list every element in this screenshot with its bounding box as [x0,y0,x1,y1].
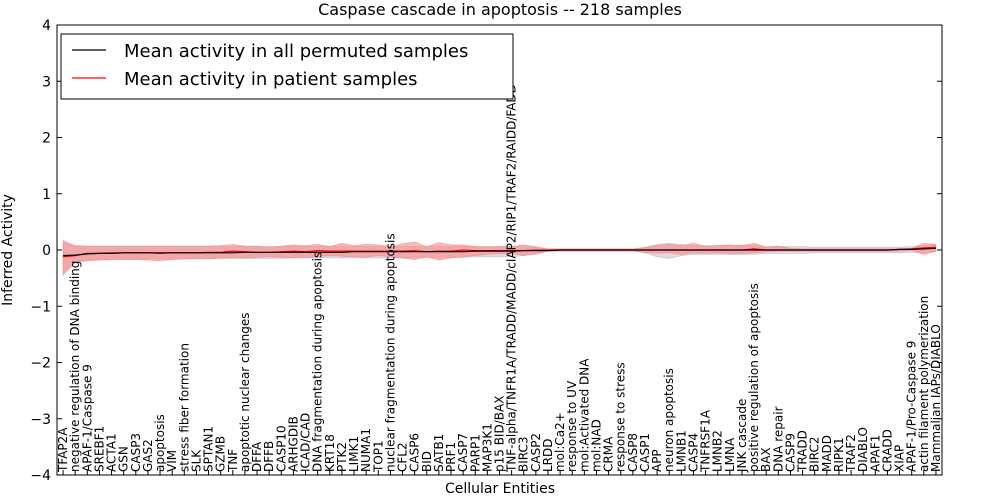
legend-box [60,33,514,100]
x-tick-label: DFFA [250,441,264,472]
y-axis: −4 −3 −2 −1 0 1 2 3 4 [30,18,942,484]
x-tick-label: MAP3K1 [480,423,494,472]
x-tick-label: apoptotic nuclear changes [238,313,252,472]
x-tick-label: APP [650,449,664,472]
x-tick-label: PRF1 [444,442,458,472]
x-tick-label: CRMA [602,436,616,472]
x-tick-label: CASP6 [408,433,422,472]
x-tick-label: JNK cascade [735,399,749,473]
x-tick-label: DFFB [262,441,276,472]
x-tick-label: LRDD [541,438,555,472]
y-tick-label: −4 [30,468,51,484]
x-tick-label: TRADD [796,430,810,473]
x-tick-label: DNA repair [771,406,785,472]
x-tick-label: CASP9 [783,433,797,472]
x-tick-label: KRT18 [323,434,337,472]
x-tick-label: TNFRSF1A [699,409,713,473]
x-tick-label: CASP3 [129,433,143,472]
x-tick-label: SREBF1 [92,426,106,472]
y-tick-label: 4 [42,18,51,34]
x-tick-label: nuclear fragmentation during apoptosis [383,233,397,472]
legend-label-permuted: Mean activity in all permuted samples [124,41,468,62]
y-tick-label: 0 [42,243,51,259]
x-tick-label: actin filament polymerization [917,296,931,472]
y-tick-label: −3 [30,412,51,428]
x-tick-label: stress fiber formation [177,343,191,472]
x-tick-label: MADD [820,435,834,472]
x-tick-label: DNA fragmentation during apoptosis [311,252,325,472]
y-tick-label: −1 [30,299,51,315]
x-tick-label: TRAF2 [844,434,858,473]
x-tick-label: CRADD [880,429,894,472]
x-tick-label: mol:NAD [589,419,603,472]
x-tick-label: BIRC2 [808,436,822,472]
x-tick-label: LMNA [723,437,737,472]
x-tick-label: positive regulation of apoptosis [747,283,761,472]
y-tick-label: 1 [42,187,51,203]
line-series-0 [63,247,936,257]
x-tick-label: TNF-alpha/TNFR1A/TRADD/MADD/cIAP2/RIP1/T… [505,84,519,473]
x-tick-label: DIABLO [856,427,870,472]
x-tick-label: BAX [759,447,773,472]
x-tick-label: ICAD/CAD [299,413,313,472]
x-tick-label: GZMB [214,436,228,472]
legend: Mean activity in all permuted samples Me… [60,33,514,100]
x-tick-label: ARHGDIB [286,416,300,472]
x-tick-label: SPTAN1 [202,426,216,472]
x-tick-label: response to stress [614,362,628,472]
y-tick-label: 2 [42,131,51,147]
x-tick-label: CASP2 [529,433,543,472]
x-tick-label: response to UV [565,380,579,472]
x-tick-label: CASP1 [638,433,652,472]
x-tick-label: TOP1 [371,440,385,473]
x-tick-label: BIRC3 [517,436,531,472]
x-tick-label: negative regulation of DNA binding [68,261,82,472]
x-tick-label: LIMK1 [347,436,361,472]
legend-label-patient: Mean activity in patient samples [124,69,418,90]
x-tick-label: p15 BID/BAX [493,396,507,472]
x-tick-label: VIM [165,450,179,472]
x-tick-label: GAS2 [141,439,155,472]
x-tick-label: CASP8 [626,433,640,472]
y-tick-label: −2 [30,356,51,372]
x-tick-label: neuron apoptosis [662,368,676,472]
y-tick-label: 3 [42,74,51,90]
x-tick-label: LMNB1 [674,430,688,472]
x-tick-label: APAF-1/Caspase 9 [80,364,94,472]
x-tick-label: BID [420,451,434,472]
x-tick-label: apoptosis [153,414,167,472]
x-tick-label: APAF-1/Pro-Caspase 9 [905,341,919,472]
x-tick-label: XIAP [893,445,907,472]
x-tick-label: PARP1 [468,434,482,472]
x-tick-label: TFAP2A [56,427,70,473]
x-tick-label: SLK [189,449,203,472]
x-tick-label: mol:Ca2+ [553,412,567,472]
x-tick-label: Mammalian IAPs/DIABLO [929,324,943,472]
x-tick-label: APAF1 [868,435,882,472]
x-tick-label: ACTA1 [105,433,119,472]
x-tick-label: CFL2 [396,442,410,472]
y-axis-label: Inferred Activity [0,194,16,306]
x-tick-label: RIPK1 [832,437,846,472]
x-tick-label: PTK2 [335,442,349,472]
x-axis-label: Cellular Entities [445,481,555,497]
x-tick-label: CASP7 [456,433,470,472]
x-tick-label: CASP4 [686,433,700,472]
x-tick-label: LMNB2 [711,430,725,472]
chart-title: Caspase cascade in apoptosis -- 218 samp… [318,0,682,19]
confidence-bands [62,239,937,277]
x-tick-label: NUMA1 [359,428,373,472]
series-lines [63,246,936,258]
x-tick-label: TNF [226,449,240,473]
x-tick-label: mol:Activated DNA [577,358,591,472]
x-tick-label: GSN [117,446,131,472]
x-tick-label: SATB1 [432,434,446,472]
x-tick-label: CASP10 [274,425,288,472]
